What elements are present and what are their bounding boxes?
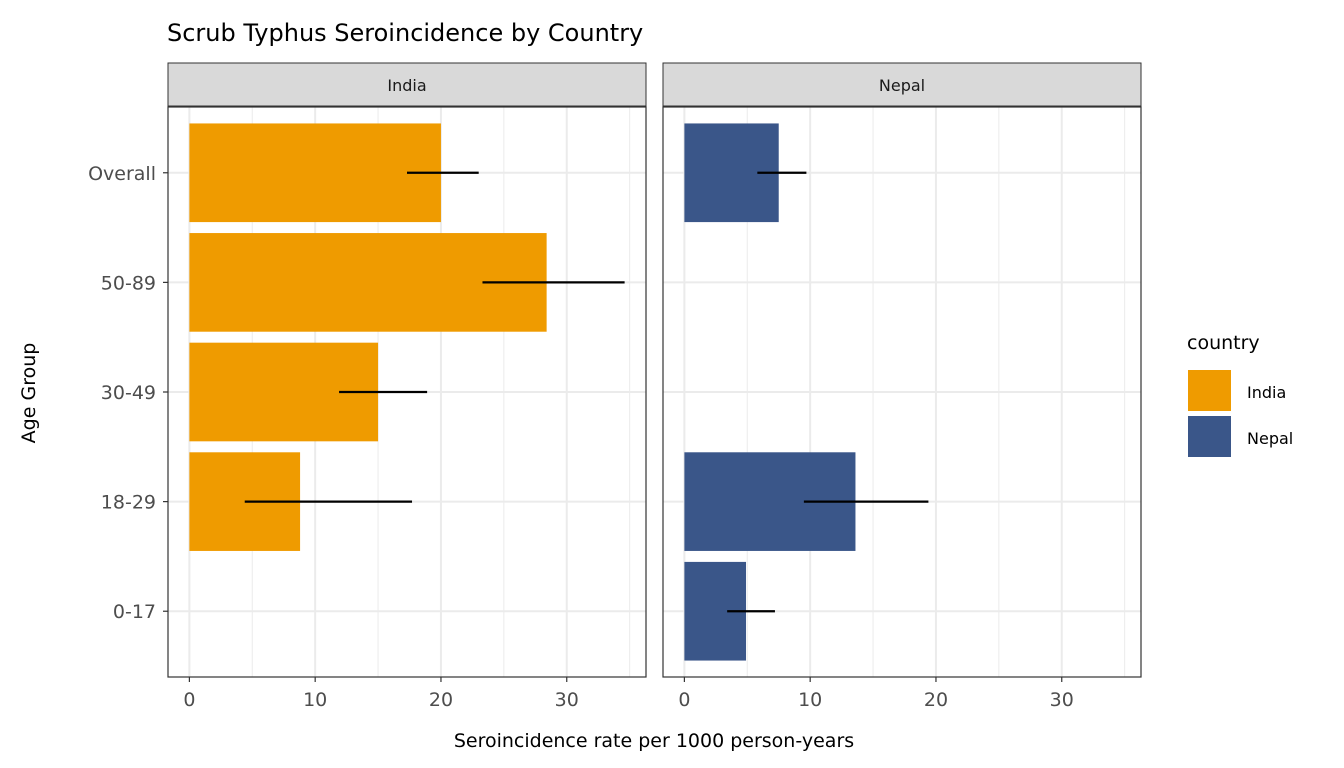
x-tick-label: 20 <box>429 689 453 711</box>
legend-title: country <box>1187 332 1260 354</box>
legend-label-india: India <box>1247 383 1286 402</box>
panel-border <box>662 106 1142 678</box>
x-axis-label: Seroincidence rate per 1000 person-years <box>454 730 854 752</box>
y-tick-label: 0-17 <box>113 601 156 623</box>
y-tick-label: 50-89 <box>101 272 156 294</box>
y-tick-label: Overall <box>88 163 156 185</box>
legend-label-nepal: Nepal <box>1247 429 1293 448</box>
x-tick-label: 0 <box>678 689 690 711</box>
y-tick-label: 30-49 <box>101 382 156 404</box>
legend: country India Nepal <box>1187 332 1293 457</box>
x-tick-label: 10 <box>303 689 327 711</box>
y-axis-label: Age Group <box>18 343 40 444</box>
x-tick-label: 0 <box>183 689 195 711</box>
chart-title: Scrub Typhus Seroincidence by Country <box>167 19 643 47</box>
x-tick-label: 10 <box>798 689 822 711</box>
legend-key-nepal <box>1188 416 1231 457</box>
panel-nepal: Nepal 0 10 20 30 <box>662 62 1142 711</box>
facet-strip <box>662 62 1142 107</box>
panel-india: India 0 10 20 30 <box>167 62 647 711</box>
facet-strip <box>167 62 647 107</box>
facet-label: India <box>387 76 426 95</box>
bar-india-Overall <box>189 123 441 223</box>
x-tick-label: 30 <box>1050 689 1074 711</box>
y-tick-label: 18-29 <box>101 492 156 514</box>
legend-key-india <box>1188 370 1231 411</box>
x-tick-label: 20 <box>924 689 948 711</box>
facet-label: Nepal <box>879 76 925 95</box>
x-tick-label: 30 <box>555 689 579 711</box>
